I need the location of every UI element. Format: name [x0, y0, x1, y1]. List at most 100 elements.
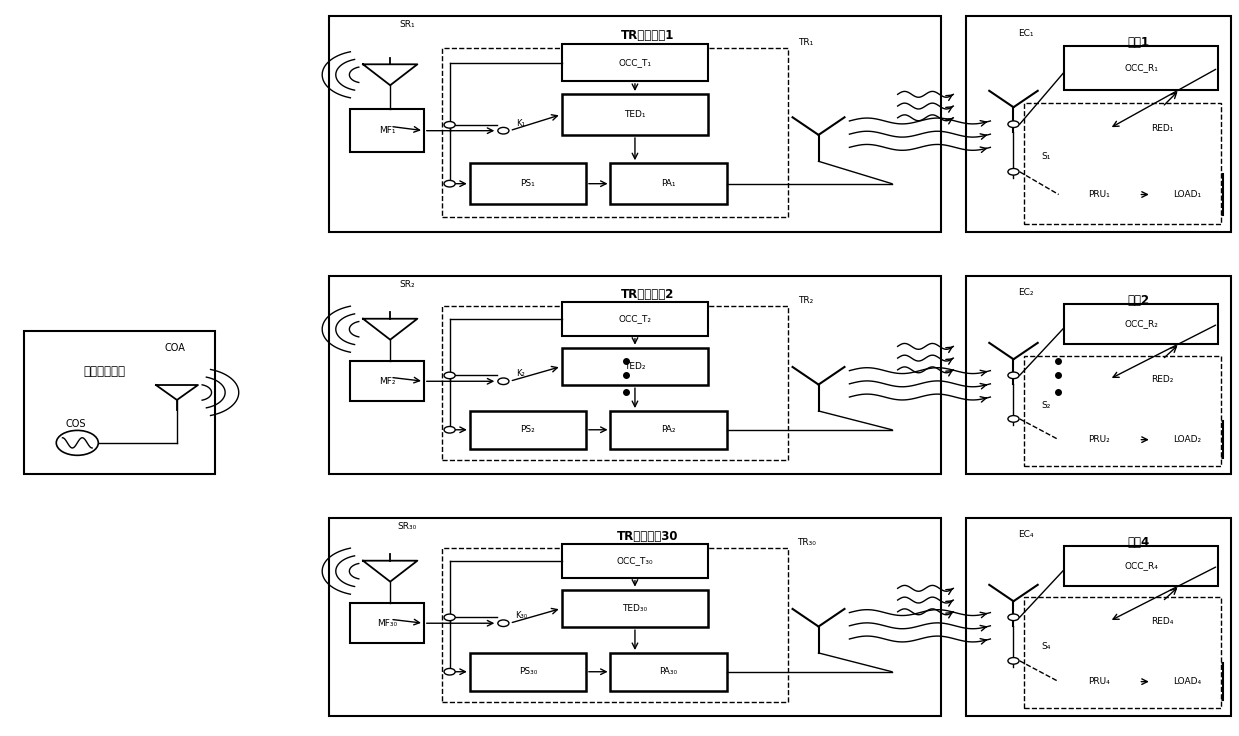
- Bar: [470, 411, 586, 448]
- Bar: [561, 544, 709, 578]
- Text: EC₂: EC₂: [1018, 288, 1033, 297]
- Text: S₁: S₁: [1041, 152, 1051, 161]
- Circle shape: [444, 614, 455, 620]
- Text: K₁: K₁: [517, 118, 525, 128]
- Bar: [1058, 174, 1139, 215]
- Circle shape: [1007, 169, 1018, 175]
- Bar: [1064, 304, 1218, 344]
- Text: LOAD₂: LOAD₂: [1173, 435, 1202, 444]
- Bar: [561, 590, 709, 627]
- Text: SR₂: SR₂: [400, 280, 415, 289]
- Circle shape: [444, 426, 455, 433]
- Text: COS: COS: [66, 419, 87, 429]
- Circle shape: [444, 180, 455, 187]
- Text: PA₃₀: PA₃₀: [659, 668, 678, 676]
- Circle shape: [1007, 416, 1018, 422]
- Text: TR₃₀: TR₃₀: [797, 537, 815, 547]
- Bar: [561, 44, 709, 81]
- Bar: [442, 548, 788, 702]
- Bar: [965, 518, 1232, 716]
- Text: EC₄: EC₄: [1018, 530, 1033, 539]
- Circle shape: [1007, 657, 1018, 664]
- Bar: [1064, 546, 1218, 586]
- Circle shape: [1007, 121, 1018, 127]
- Text: MF₁: MF₁: [379, 126, 395, 135]
- Text: TR输能装罩30: TR输能装罩30: [617, 530, 678, 542]
- Text: 用户1: 用户1: [1127, 35, 1150, 49]
- Bar: [1025, 102, 1220, 224]
- Bar: [442, 49, 788, 217]
- Bar: [561, 94, 709, 135]
- Bar: [1064, 46, 1218, 90]
- Text: SR₁: SR₁: [400, 20, 415, 29]
- Text: K₃₀: K₃₀: [514, 612, 527, 620]
- Text: S₂: S₂: [1041, 400, 1051, 409]
- Bar: [1152, 421, 1223, 459]
- Bar: [330, 518, 940, 716]
- Bar: [965, 16, 1232, 233]
- Text: PS₃₀: PS₃₀: [519, 668, 536, 676]
- Text: MF₂: MF₂: [379, 377, 395, 386]
- Text: OCC_R₂: OCC_R₂: [1124, 319, 1158, 328]
- Text: OCC_R₁: OCC_R₁: [1124, 63, 1158, 72]
- Text: RED₄: RED₄: [1151, 617, 1173, 626]
- Text: OCC_T₃₀: OCC_T₃₀: [617, 556, 653, 565]
- Circle shape: [1007, 614, 1018, 620]
- Text: OCC_T₂: OCC_T₂: [618, 314, 652, 323]
- Bar: [1058, 421, 1139, 459]
- Bar: [351, 109, 424, 152]
- Text: PA₂: PA₂: [662, 425, 675, 434]
- Bar: [561, 302, 709, 336]
- Circle shape: [498, 127, 509, 134]
- Text: PRU₄: PRU₄: [1088, 677, 1109, 686]
- Text: TR₁: TR₁: [799, 38, 814, 46]
- Bar: [1152, 174, 1223, 215]
- Circle shape: [444, 668, 455, 675]
- Text: OCC_R₄: OCC_R₄: [1124, 562, 1158, 570]
- Bar: [1025, 598, 1220, 708]
- Text: PRU₁: PRU₁: [1088, 190, 1109, 199]
- Bar: [1109, 107, 1215, 150]
- Text: TR₂: TR₂: [799, 296, 814, 305]
- Circle shape: [1007, 372, 1018, 378]
- Text: MF₃₀: MF₃₀: [377, 619, 398, 628]
- Text: RED₂: RED₂: [1151, 375, 1173, 383]
- Bar: [561, 347, 709, 385]
- Text: PRU₂: PRU₂: [1088, 435, 1109, 444]
- Bar: [1058, 663, 1139, 701]
- Bar: [611, 653, 727, 690]
- Circle shape: [498, 378, 509, 385]
- Text: 用户4: 用户4: [1127, 536, 1150, 548]
- Bar: [1109, 359, 1215, 399]
- Text: PA₁: PA₁: [662, 179, 675, 188]
- Circle shape: [56, 431, 98, 456]
- Bar: [470, 163, 586, 204]
- Text: TED₂: TED₂: [624, 362, 646, 371]
- Text: 用户2: 用户2: [1127, 294, 1150, 307]
- Text: TED₃₀: TED₃₀: [622, 604, 648, 613]
- Text: COA: COA: [164, 344, 185, 353]
- Text: LOAD₄: LOAD₄: [1173, 677, 1202, 686]
- Text: RED₁: RED₁: [1151, 124, 1173, 133]
- Text: TR输能装罩2: TR输能装罩2: [621, 288, 674, 301]
- Bar: [330, 16, 940, 233]
- Text: TR输能装罩1: TR输能装罩1: [621, 29, 674, 42]
- Circle shape: [498, 620, 509, 626]
- Text: EC₁: EC₁: [1018, 29, 1033, 38]
- Text: K₂: K₂: [517, 369, 525, 378]
- Bar: [330, 276, 940, 474]
- Circle shape: [444, 121, 455, 128]
- Bar: [351, 604, 424, 643]
- Bar: [1025, 355, 1220, 467]
- Bar: [351, 361, 424, 401]
- Text: S₄: S₄: [1041, 643, 1051, 651]
- Bar: [470, 653, 586, 690]
- Text: 无线共源装置: 无线共源装置: [83, 365, 125, 378]
- Bar: [611, 163, 727, 204]
- Text: LOAD₁: LOAD₁: [1173, 190, 1202, 199]
- Text: PS₁: PS₁: [520, 179, 535, 188]
- Text: SR₃₀: SR₃₀: [398, 522, 418, 531]
- Circle shape: [444, 372, 455, 379]
- Text: OCC_T₁: OCC_T₁: [618, 58, 652, 67]
- Bar: [611, 411, 727, 448]
